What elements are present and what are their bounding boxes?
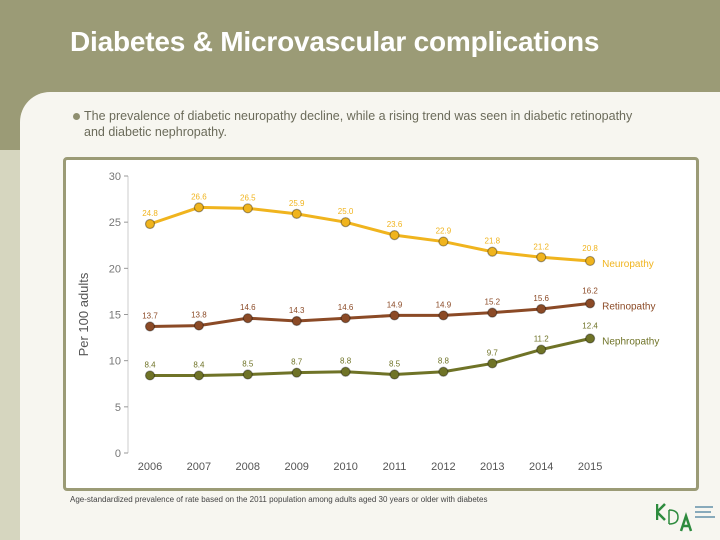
data-label: 8.4 xyxy=(144,360,156,369)
data-label: 8.5 xyxy=(242,360,254,369)
kda-logo xyxy=(656,503,715,532)
data-point xyxy=(291,367,302,378)
data-label: 15.2 xyxy=(485,298,501,307)
data-point xyxy=(144,218,156,230)
series-label: Neuropathy xyxy=(602,259,654,270)
x-tick-label: 2010 xyxy=(333,461,357,473)
data-label: 14.3 xyxy=(289,306,305,315)
data-label: 26.6 xyxy=(191,192,207,201)
data-point xyxy=(291,315,302,327)
y-tick-label: 5 xyxy=(115,402,121,414)
data-point xyxy=(340,217,351,228)
x-tick-label: 2013 xyxy=(480,461,504,473)
data-point xyxy=(487,307,498,318)
y-tick-label: 10 xyxy=(109,356,121,368)
data-label: 12.4 xyxy=(582,322,598,331)
data-label: 21.8 xyxy=(485,237,501,246)
data-label: 14.6 xyxy=(338,303,354,312)
data-label: 14.6 xyxy=(240,303,256,312)
data-label: 22.9 xyxy=(436,227,452,236)
data-point xyxy=(584,255,596,267)
x-tick-label: 2009 xyxy=(284,461,308,473)
data-point xyxy=(291,208,302,219)
data-label: 26.5 xyxy=(240,193,256,202)
data-point xyxy=(438,310,449,321)
x-tick-label: 2015 xyxy=(578,461,602,473)
data-point xyxy=(438,236,449,247)
data-label: 8.7 xyxy=(291,358,303,367)
x-tick-label: 2012 xyxy=(431,461,455,473)
data-label: 16.2 xyxy=(582,286,598,295)
data-label: 8.5 xyxy=(389,360,401,369)
data-point xyxy=(536,252,547,263)
slide-title: Diabetes & Microvascular complications xyxy=(70,26,600,57)
x-tick-label: 2007 xyxy=(187,461,211,473)
data-point xyxy=(340,366,351,377)
data-point xyxy=(584,298,596,309)
data-point xyxy=(242,313,253,324)
data-label: 13.8 xyxy=(191,311,207,320)
data-point xyxy=(487,358,498,369)
data-label: 20.8 xyxy=(582,244,598,253)
x-tick-label: 2014 xyxy=(529,461,553,473)
data-point xyxy=(242,369,253,380)
chart-frame xyxy=(63,157,699,491)
data-label: 25.9 xyxy=(289,199,305,208)
data-point xyxy=(340,313,351,324)
data-point xyxy=(487,246,498,257)
series-line-nephropathy xyxy=(150,337,591,377)
bullet-point: The prevalence of diabetic neuropathy de… xyxy=(73,108,634,140)
data-point xyxy=(193,202,204,213)
data-label: 14.9 xyxy=(436,300,452,309)
data-label: 9.7 xyxy=(487,348,499,357)
data-label: 8.8 xyxy=(438,357,450,366)
data-point xyxy=(438,366,449,377)
bullet-text: The prevalence of diabetic neuropathy de… xyxy=(84,109,633,139)
y-tick-label: 25 xyxy=(109,217,121,229)
data-label: 8.4 xyxy=(193,360,205,369)
data-point xyxy=(536,303,547,315)
series-label: Retinopathy xyxy=(602,301,655,312)
series-line-retinopathy xyxy=(149,301,591,329)
series-label: Nephropathy xyxy=(602,337,659,348)
data-point xyxy=(389,310,400,321)
data-point xyxy=(536,344,547,355)
data-label: 11.2 xyxy=(534,335,550,344)
data-point xyxy=(242,203,253,214)
data-label: 8.8 xyxy=(340,357,352,366)
y-tick-label: 15 xyxy=(109,310,121,322)
data-label: 21.2 xyxy=(533,242,549,251)
series-line-neuropathy xyxy=(149,205,591,263)
y-tick-label: 20 xyxy=(109,263,121,275)
data-point xyxy=(389,229,400,241)
data-label: 14.9 xyxy=(387,300,403,309)
footnote: Age-standardized prevalence of rate base… xyxy=(70,495,488,504)
data-point xyxy=(193,370,204,381)
data-point xyxy=(193,320,204,331)
data-label: 23.6 xyxy=(387,220,403,229)
y-tick-label: 0 xyxy=(115,448,121,460)
data-label: 25.0 xyxy=(338,207,354,216)
x-tick-label: 2008 xyxy=(236,461,260,473)
data-point xyxy=(584,333,596,344)
data-point xyxy=(389,369,400,380)
y-tick-label: 30 xyxy=(109,171,121,183)
x-tick-label: 2006 xyxy=(138,461,162,473)
data-label: 15.6 xyxy=(533,294,549,303)
data-point xyxy=(144,321,156,332)
data-label: 24.8 xyxy=(142,209,158,218)
data-point xyxy=(144,370,156,381)
bullet-icon xyxy=(73,113,80,120)
x-tick-label: 2011 xyxy=(383,461,407,473)
y-axis-label: Per 100 adults xyxy=(76,272,91,356)
data-label: 13.7 xyxy=(142,312,158,321)
